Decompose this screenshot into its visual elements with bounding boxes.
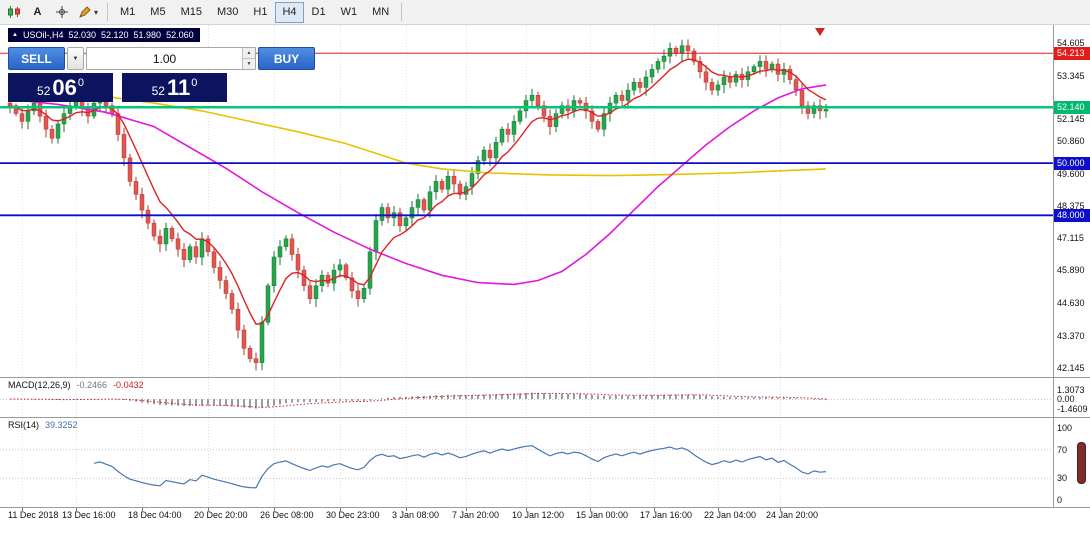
quote-bar: ▲ USOil-,H4 52.030 52.120 51.980 52.060: [8, 28, 200, 42]
volume-decrease-button[interactable]: ▼: [243, 59, 255, 69]
toolbar-separator: [401, 3, 403, 21]
volume-increase-button[interactable]: ▲: [243, 48, 255, 59]
timeframe-mn-button[interactable]: MN: [365, 2, 396, 23]
toolbar-separator: [107, 3, 109, 21]
timeframe-w1-button[interactable]: W1: [334, 2, 365, 23]
buy-price-big: 11: [166, 74, 191, 100]
chevron-down-icon: ▼: [72, 55, 79, 62]
timeframe-h1-button[interactable]: H1: [246, 2, 274, 23]
macd-value: -0.2466: [76, 380, 108, 390]
chevron-down-icon: ▾: [94, 7, 99, 17]
rsi-axis-label: 100: [1057, 423, 1073, 433]
time-axis-label: 17 Jan 16:00: [640, 510, 693, 520]
crosshair-button[interactable]: [50, 2, 73, 23]
price-tick-label: 52.145: [1057, 114, 1085, 125]
price-line-badge: 52.140: [1054, 100, 1090, 114]
price-line-badge: 50.000: [1054, 156, 1090, 170]
macd-axis-label: 1.3073: [1057, 385, 1085, 395]
time-axis-label: 15 Jan 00:00: [576, 510, 629, 520]
rsi-value: 39.3252: [45, 420, 78, 430]
time-axis-label: 26 Dec 08:00: [260, 510, 314, 520]
macd-indicator-label: MACD(12,26,9) -0.2466 -0.0432: [8, 380, 144, 390]
pencil-icon: [79, 6, 91, 18]
cursor-button-label: A: [33, 6, 42, 18]
price-tick-label: 53.345: [1057, 70, 1085, 81]
crosshair-icon: [55, 6, 68, 18]
trade-options-dropdown[interactable]: ▼: [67, 47, 84, 70]
time-axis-label: 20 Dec 20:00: [194, 510, 248, 520]
quote-low: 51.980: [133, 30, 162, 40]
candlestick-icon: [7, 6, 20, 18]
price-tick-label: 49.600: [1057, 168, 1085, 179]
buy-price-tile[interactable]: 52 11 0: [122, 73, 227, 102]
rsi-indicator-label: RSI(14) 39.3252: [8, 420, 78, 430]
price-line-badge: 48.000: [1054, 208, 1090, 222]
timeframe-m5-button[interactable]: M5: [143, 2, 172, 23]
draw-tools-button[interactable]: ▾: [74, 2, 102, 23]
time-axis-label: 3 Jan 08:00: [392, 510, 440, 520]
rsi-axis-label: 70: [1057, 444, 1068, 455]
timeframe-group: M1 M5 M15 M30 H1 H4 D1 W1 MN: [113, 1, 396, 23]
time-axis-label: 7 Jan 20:00: [452, 510, 500, 520]
timeframe-m30-button[interactable]: M30: [210, 2, 245, 23]
rsi-axis-label: 30: [1057, 473, 1068, 484]
price-tick-label: 44.630: [1057, 298, 1085, 309]
cursor-button[interactable]: A: [26, 2, 49, 23]
macd-axis-label: -1.4609: [1057, 404, 1088, 414]
toolbar: A ▾ M1 M5 M15 M30 H1 H4 D1 W1 MN: [0, 0, 1090, 25]
time-axis-label: 13 Dec 16:00: [62, 510, 116, 520]
quote-high: 52.120: [101, 30, 129, 40]
volume-input[interactable]: [87, 48, 242, 69]
macd-signal-value: -0.0432: [113, 380, 144, 390]
timeframe-m1-button[interactable]: M1: [113, 2, 142, 23]
volume-box: ▲ ▼: [86, 47, 256, 70]
quote-open: 52.030: [68, 30, 96, 40]
time-axis-label: 18 Dec 04:00: [128, 510, 182, 520]
price-tick-label: 42.145: [1057, 363, 1085, 373]
timeframe-m15-button[interactable]: M15: [174, 2, 209, 23]
sell-price-sup: 0: [77, 77, 84, 89]
macd-axis-label: 0.00: [1057, 394, 1075, 404]
sell-price-prefix: 52: [37, 84, 51, 98]
symbol-label: USOil-,H4: [22, 30, 64, 40]
price-tick-label: 45.890: [1057, 265, 1085, 276]
price-line-badge: 54.213: [1054, 46, 1090, 60]
price-tick-label: 43.370: [1057, 331, 1085, 342]
trade-buttons-row: SELL ▼ ▲ ▼ BUY: [8, 47, 315, 70]
price-tick-label: 48.375: [1057, 200, 1085, 211]
chart-button[interactable]: [2, 2, 25, 23]
trade-prices-row: 52 06 0 52 11 0: [8, 73, 227, 102]
time-axis-label: 24 Jan 20:00: [766, 510, 819, 520]
price-drop-marker-icon: [815, 28, 825, 36]
sell-button[interactable]: SELL: [8, 47, 65, 70]
price-tick-label: 50.860: [1057, 135, 1085, 146]
buy-button[interactable]: BUY: [258, 47, 315, 70]
up-triangle-icon: ▲: [12, 32, 18, 38]
macd-name: MACD(12,26,9): [8, 380, 71, 390]
rsi-axis-label: 0: [1057, 495, 1063, 505]
quote-close: 52.060: [166, 30, 194, 40]
timeframe-d1-button[interactable]: D1: [305, 2, 333, 23]
scrollbar-thumb[interactable]: [1077, 442, 1086, 484]
rsi-name: RSI(14): [8, 420, 40, 430]
price-tick-label: 47.115: [1057, 233, 1084, 244]
price-tick-label: 54.605: [1057, 38, 1085, 48]
timeframe-h4-button[interactable]: H4: [275, 1, 304, 23]
time-axis-label: 10 Jan 12:00: [512, 510, 565, 520]
sell-price-big: 06: [52, 74, 77, 100]
sell-price-tile[interactable]: 52 06 0: [8, 73, 113, 102]
volume-spinner: ▲ ▼: [242, 48, 255, 69]
time-axis-label: 30 Dec 23:00: [326, 510, 380, 520]
time-axis-label: 11 Dec 2018: [8, 510, 59, 520]
buy-price-prefix: 52: [151, 84, 165, 98]
buy-price-sup: 0: [191, 77, 198, 89]
time-axis-label: 22 Jan 04:00: [704, 510, 757, 520]
